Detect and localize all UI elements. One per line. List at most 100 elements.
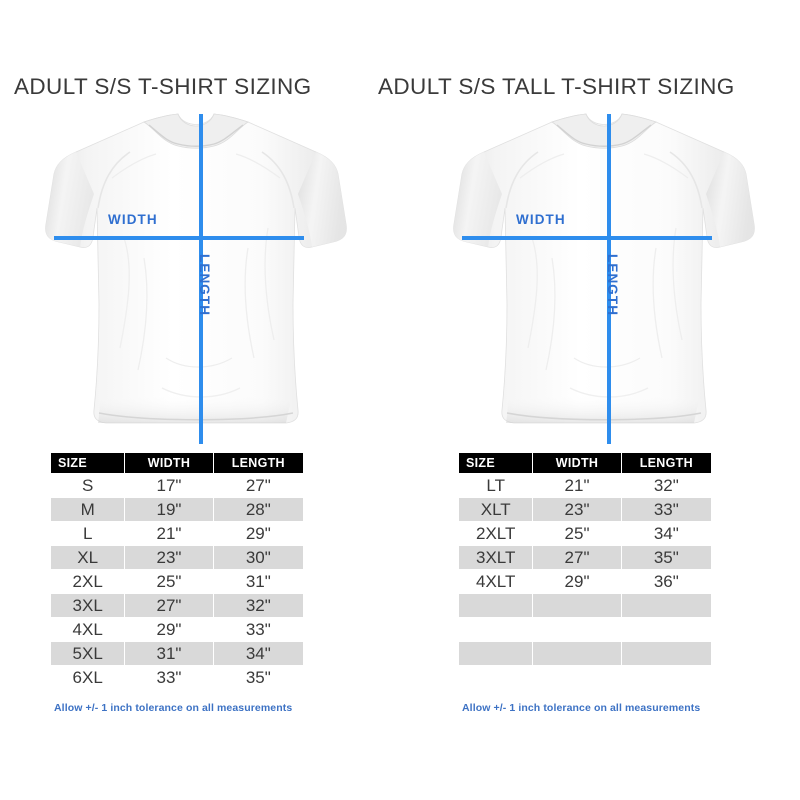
table-row-empty bbox=[459, 618, 711, 641]
tshirt-illustration bbox=[45, 113, 347, 424]
cell-length: 35" bbox=[621, 546, 711, 569]
tolerance-note-standard: Allow +/- 1 inch tolerance on all measur… bbox=[54, 702, 293, 714]
table-row-empty bbox=[459, 666, 711, 689]
tshirt-right-sleeve bbox=[706, 152, 755, 247]
cell-length: 34" bbox=[621, 522, 711, 545]
table-row: S 17" 27" bbox=[51, 474, 303, 497]
cell-size: S bbox=[51, 474, 125, 497]
cell-size: L bbox=[51, 522, 125, 545]
column-header-size: SIZE bbox=[459, 453, 533, 473]
cell-width: 31" bbox=[125, 642, 213, 665]
cell-size bbox=[459, 618, 533, 641]
page-title-tall: ADULT S/S TALL T-SHIRT SIZING bbox=[378, 74, 735, 99]
cell-width bbox=[533, 594, 621, 617]
cell-width: 29" bbox=[125, 618, 213, 641]
column-header-length: LENGTH bbox=[213, 453, 303, 473]
cell-length: 33" bbox=[213, 618, 303, 641]
table-row: XL 23" 30" bbox=[51, 546, 303, 569]
chart-panel-standard: WIDTH LENGTH SIZE WIDTH LENGTH S 17" 27" bbox=[16, 108, 376, 728]
cell-width: 23" bbox=[125, 546, 213, 569]
table-row: 4XLT 29" 36" bbox=[459, 570, 711, 593]
cell-length: 36" bbox=[621, 570, 711, 593]
cell-width bbox=[533, 618, 621, 641]
cell-size: 3XLT bbox=[459, 546, 533, 569]
table-row-empty bbox=[459, 594, 711, 617]
cell-length: 32" bbox=[213, 594, 303, 617]
cell-size bbox=[459, 666, 533, 689]
tshirt-illustration bbox=[453, 113, 755, 424]
tshirt-hem-line bbox=[506, 412, 702, 421]
cell-size: 4XLT bbox=[459, 570, 533, 593]
cell-length: 30" bbox=[213, 546, 303, 569]
table-row: M 19" 28" bbox=[51, 498, 303, 521]
tshirt-neckline bbox=[556, 124, 652, 147]
tshirt-left-sleeve bbox=[45, 152, 94, 247]
cell-size bbox=[459, 642, 533, 665]
tshirt-neckline bbox=[148, 124, 244, 147]
cell-width: 27" bbox=[125, 594, 213, 617]
column-header-width: WIDTH bbox=[533, 453, 621, 473]
cell-length bbox=[621, 594, 711, 617]
tshirt-fabric-folds bbox=[111, 153, 281, 398]
tshirt-body-shape bbox=[45, 113, 347, 424]
cell-length: 28" bbox=[213, 498, 303, 521]
tshirt-right-sleeve-seam bbox=[261, 151, 295, 209]
cell-length: 32" bbox=[621, 474, 711, 497]
table-row: 4XL 29" 33" bbox=[51, 618, 303, 641]
cell-size bbox=[459, 594, 533, 617]
cell-width: 19" bbox=[125, 498, 213, 521]
tshirt-left-sleeve-seam bbox=[97, 151, 131, 209]
cell-width bbox=[533, 642, 621, 665]
tshirt-hem-shadow bbox=[98, 394, 292, 423]
table-header-row: SIZE WIDTH LENGTH bbox=[51, 453, 303, 473]
cell-size: 5XL bbox=[51, 642, 125, 665]
cell-length: 29" bbox=[213, 522, 303, 545]
cell-length: 27" bbox=[213, 474, 303, 497]
cell-width: 17" bbox=[125, 474, 213, 497]
table-row: XLT 23" 33" bbox=[459, 498, 711, 521]
table-row-empty bbox=[459, 642, 711, 665]
tshirt-body-shape bbox=[453, 113, 755, 424]
chart-titles: ADULT S/S T-SHIRT SIZING ADULT S/S TALL … bbox=[0, 74, 800, 108]
cell-size: 2XLT bbox=[459, 522, 533, 545]
tshirt-hem-line bbox=[98, 412, 294, 421]
table-row: 3XL 27" 32" bbox=[51, 594, 303, 617]
cell-length: 33" bbox=[621, 498, 711, 521]
cell-length bbox=[621, 666, 711, 689]
tshirt-right-sleeve-seam bbox=[669, 151, 703, 209]
cell-width: 21" bbox=[125, 522, 213, 545]
size-table-standard: SIZE WIDTH LENGTH S 17" 27" M 19" 28" L bbox=[50, 452, 304, 690]
chart-panel-tall: WIDTH LENGTH SIZE WIDTH LENGTH LT 21" 32… bbox=[424, 108, 784, 728]
tshirt-left-sleeve-seam bbox=[505, 151, 539, 209]
cell-width: 25" bbox=[533, 522, 621, 545]
cell-width: 27" bbox=[533, 546, 621, 569]
table-row: 2XL 25" 31" bbox=[51, 570, 303, 593]
cell-size: LT bbox=[459, 474, 533, 497]
table-row: 6XL 33" 35" bbox=[51, 666, 303, 689]
column-header-size: SIZE bbox=[51, 453, 125, 473]
cell-length: 34" bbox=[213, 642, 303, 665]
cell-size: M bbox=[51, 498, 125, 521]
cell-length bbox=[621, 618, 711, 641]
column-header-length: LENGTH bbox=[621, 453, 711, 473]
cell-width: 33" bbox=[125, 666, 213, 689]
tolerance-note-tall: Allow +/- 1 inch tolerance on all measur… bbox=[462, 702, 701, 714]
page-title-standard: ADULT S/S T-SHIRT SIZING bbox=[14, 74, 312, 99]
cell-length: 31" bbox=[213, 570, 303, 593]
cell-size: 3XL bbox=[51, 594, 125, 617]
column-header-width: WIDTH bbox=[125, 453, 213, 473]
cell-length: 35" bbox=[213, 666, 303, 689]
cell-size: 4XL bbox=[51, 618, 125, 641]
cell-size: XL bbox=[51, 546, 125, 569]
cell-size: 6XL bbox=[51, 666, 125, 689]
cell-width bbox=[533, 666, 621, 689]
tshirt-hem-shadow bbox=[506, 394, 700, 423]
cell-size: 2XL bbox=[51, 570, 125, 593]
tshirt-diagram-tall: WIDTH LENGTH bbox=[424, 108, 784, 444]
cell-width: 21" bbox=[533, 474, 621, 497]
table-row: L 21" 29" bbox=[51, 522, 303, 545]
tshirt-left-sleeve bbox=[453, 152, 502, 247]
table-row: 3XLT 27" 35" bbox=[459, 546, 711, 569]
cell-length bbox=[621, 642, 711, 665]
